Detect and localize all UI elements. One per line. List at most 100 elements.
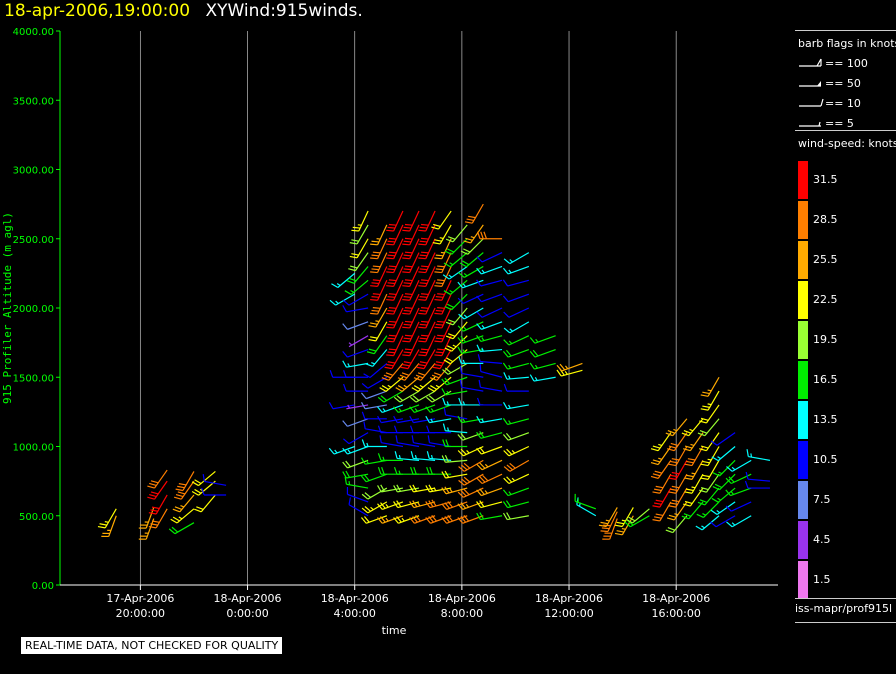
wind-barb-12-17 — [434, 280, 452, 301]
wind-barb-10-19 — [402, 252, 420, 274]
speed-swatch-2 — [798, 241, 808, 279]
legend-divider — [795, 622, 896, 623]
wind-barb-8-19 — [370, 252, 388, 274]
wind-barb-16-9 — [503, 383, 529, 392]
speed-legend-item-8: 7.5 — [795, 481, 895, 521]
wind-barb-24-6 — [666, 432, 688, 452]
speed-legend-label-9: 4.5 — [813, 533, 831, 546]
wind-barb-15-18 — [476, 265, 503, 275]
wind-barb-27-1 — [710, 501, 736, 516]
speed-legend-label-3: 22.5 — [813, 293, 838, 306]
y-tick-label-3: 1500.00 — [13, 373, 54, 384]
y-tick-label-8: 4000.00 — [13, 27, 54, 38]
speed-legend-label-2: 25.5 — [813, 253, 838, 266]
speed-swatch-3 — [798, 281, 808, 319]
wind-barb-9-18 — [386, 266, 404, 287]
wind-barb-11-12 — [416, 349, 436, 370]
speed-legend-item-0: 31.5 — [795, 161, 895, 201]
wind-barb-8-17 — [370, 280, 388, 301]
wind-barb-2-1 — [148, 494, 168, 515]
speed-swatch-5 — [798, 361, 808, 399]
x-tick-date-3: 18-Apr-2006 — [428, 592, 496, 605]
wind-barb-0-1 — [97, 508, 117, 529]
wind-barb-26-2 — [697, 487, 720, 506]
wind-barb-10-11 — [397, 363, 420, 381]
wind-barb-16-18 — [502, 265, 530, 275]
y-tick-label-6: 3000.00 — [13, 166, 54, 177]
wind-barb-19-1 — [574, 493, 597, 510]
wind-barb-23-1 — [652, 487, 672, 508]
wind-barb-13-4 — [441, 454, 468, 463]
wind-barb-9-19 — [386, 252, 404, 274]
wind-barb-7-2 — [344, 476, 369, 489]
wind-barb-15-19 — [476, 252, 503, 263]
speed-legend-label-8: 7.5 — [813, 493, 831, 506]
wind-barb-11-6 — [410, 425, 436, 434]
speed-swatch-1 — [798, 201, 808, 239]
wind-barb-9-22 — [386, 210, 404, 232]
wind-barb-10-15 — [402, 307, 420, 329]
wind-barb-9-11 — [381, 363, 404, 381]
wind-barb-9-17 — [386, 280, 404, 301]
wind-barb-13-18 — [442, 265, 468, 280]
wind-barb-8-12 — [365, 349, 388, 367]
speed-swatch-7 — [798, 441, 808, 479]
wind-barb-9-12 — [384, 349, 404, 370]
x-tick-time-2: 4:00:00 — [333, 607, 375, 620]
x-tick-date-0: 17-Apr-2006 — [106, 592, 174, 605]
wind-barb-13-11 — [442, 362, 468, 375]
wind-barb-12-19 — [434, 252, 452, 274]
wind-barb-7-11 — [342, 360, 369, 368]
wind-barb-7-22 — [351, 210, 369, 232]
wind-barb-16-0 — [502, 512, 529, 521]
barb-legend-label-0: == 100 — [825, 57, 868, 70]
wind-barb-9-0 — [377, 515, 404, 524]
wind-barb-10-18 — [402, 266, 420, 287]
wind-barb-9-7 — [377, 415, 404, 424]
barb-symbol-triangle — [799, 81, 821, 87]
wind-barb-15-8 — [476, 397, 503, 406]
wind-barb-26-5 — [700, 446, 720, 467]
wind-barb-13-1 — [441, 501, 468, 510]
wind-barb-7-21 — [349, 224, 369, 245]
wind-barb-10-4 — [394, 451, 420, 461]
speed-legend-label-10: 1.5 — [813, 573, 831, 586]
wind-barb-7-7 — [342, 418, 369, 427]
wind-barb-7-10 — [343, 370, 369, 378]
wind-barb-14-3 — [458, 473, 484, 486]
wind-barb-13-16 — [444, 293, 468, 311]
wind-barb-6-3 — [329, 293, 356, 306]
wind-barb-16-14 — [503, 321, 530, 334]
wind-barb-24-0 — [665, 515, 688, 534]
y-axis-title: 915 Profiler Altitude (m agl) — [1, 212, 14, 404]
wind-barb-11-1 — [409, 500, 436, 509]
wind-barb-8-7 — [361, 411, 387, 420]
wind-barb-9-15 — [386, 307, 404, 329]
speed-legend-title: wind-speed: knots — [798, 137, 896, 150]
wind-barb-13-21 — [445, 224, 468, 243]
wind-barb-0-0 — [101, 515, 117, 538]
wind-barb-11-20 — [418, 238, 436, 260]
wind-barb-11-13 — [418, 335, 436, 357]
wind-barb-26-0 — [695, 515, 720, 531]
wind-barb-7-8 — [346, 404, 369, 410]
barb-legend-item-2: == 10 — [795, 95, 895, 111]
wind-barb-11-5 — [411, 435, 436, 448]
speed-legend-item-7: 10.5 — [795, 441, 895, 481]
wind-barb-15-10 — [479, 364, 503, 378]
wind-barb-26-4 — [700, 460, 720, 480]
wind-barb-20-2 — [598, 507, 618, 528]
wind-barb-11-17 — [418, 280, 436, 301]
wind-barb-3-4 — [175, 471, 195, 492]
wind-barb-16-1 — [502, 500, 529, 509]
wind-barb-16-12 — [502, 348, 530, 358]
x-tick-time-1: 0:00:00 — [226, 607, 268, 620]
wind-barb-13-14 — [445, 321, 468, 340]
wind-barb-13-15 — [445, 307, 468, 326]
chart-title: 18-apr-2006,19:00:00 XYWind:915winds. — [4, 1, 363, 21]
wind-barb-13-5 — [442, 439, 468, 448]
speed-legend-label-1: 28.5 — [813, 213, 838, 226]
y-tick-label-5: 2500.00 — [13, 235, 54, 246]
wind-barb-15-7 — [476, 415, 503, 424]
wind-barb-19-0 — [576, 497, 597, 517]
